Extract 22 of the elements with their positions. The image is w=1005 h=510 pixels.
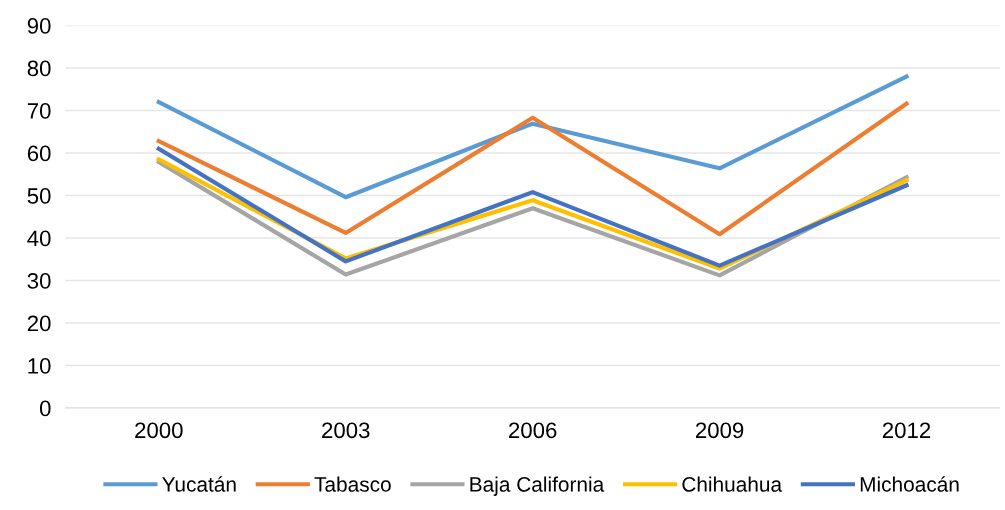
y-tick-label: 70 <box>27 103 51 119</box>
y-tick-label: 20 <box>27 315 51 332</box>
y-tick-label: 80 <box>27 60 51 77</box>
legend-label: Yucatán <box>162 476 236 492</box>
y-tick-label: 50 <box>27 188 51 204</box>
legend-label: Tabasco <box>314 476 391 492</box>
y-tick-label: 10 <box>28 358 51 374</box>
legend-label: Michoacán <box>860 476 959 492</box>
x-tick-label: 2006 <box>509 422 557 439</box>
x-tick-label: 2012 <box>882 422 931 439</box>
y-tick-label: 0 <box>39 400 51 417</box>
line-series <box>156 74 909 200</box>
x-tick-label: 2003 <box>322 422 370 439</box>
line-series <box>156 101 909 237</box>
x-tick-label: 2000 <box>135 422 183 439</box>
y-tick-label: 40 <box>27 230 51 247</box>
y-tick-label: 90 <box>27 18 51 34</box>
legend-label: Baja California <box>470 476 605 496</box>
y-tick-label: 30 <box>27 273 51 289</box>
y-tick-label: 60 <box>27 145 51 162</box>
x-tick-label: 2009 <box>695 422 744 439</box>
legend-label: Chihuahua <box>682 476 783 492</box>
